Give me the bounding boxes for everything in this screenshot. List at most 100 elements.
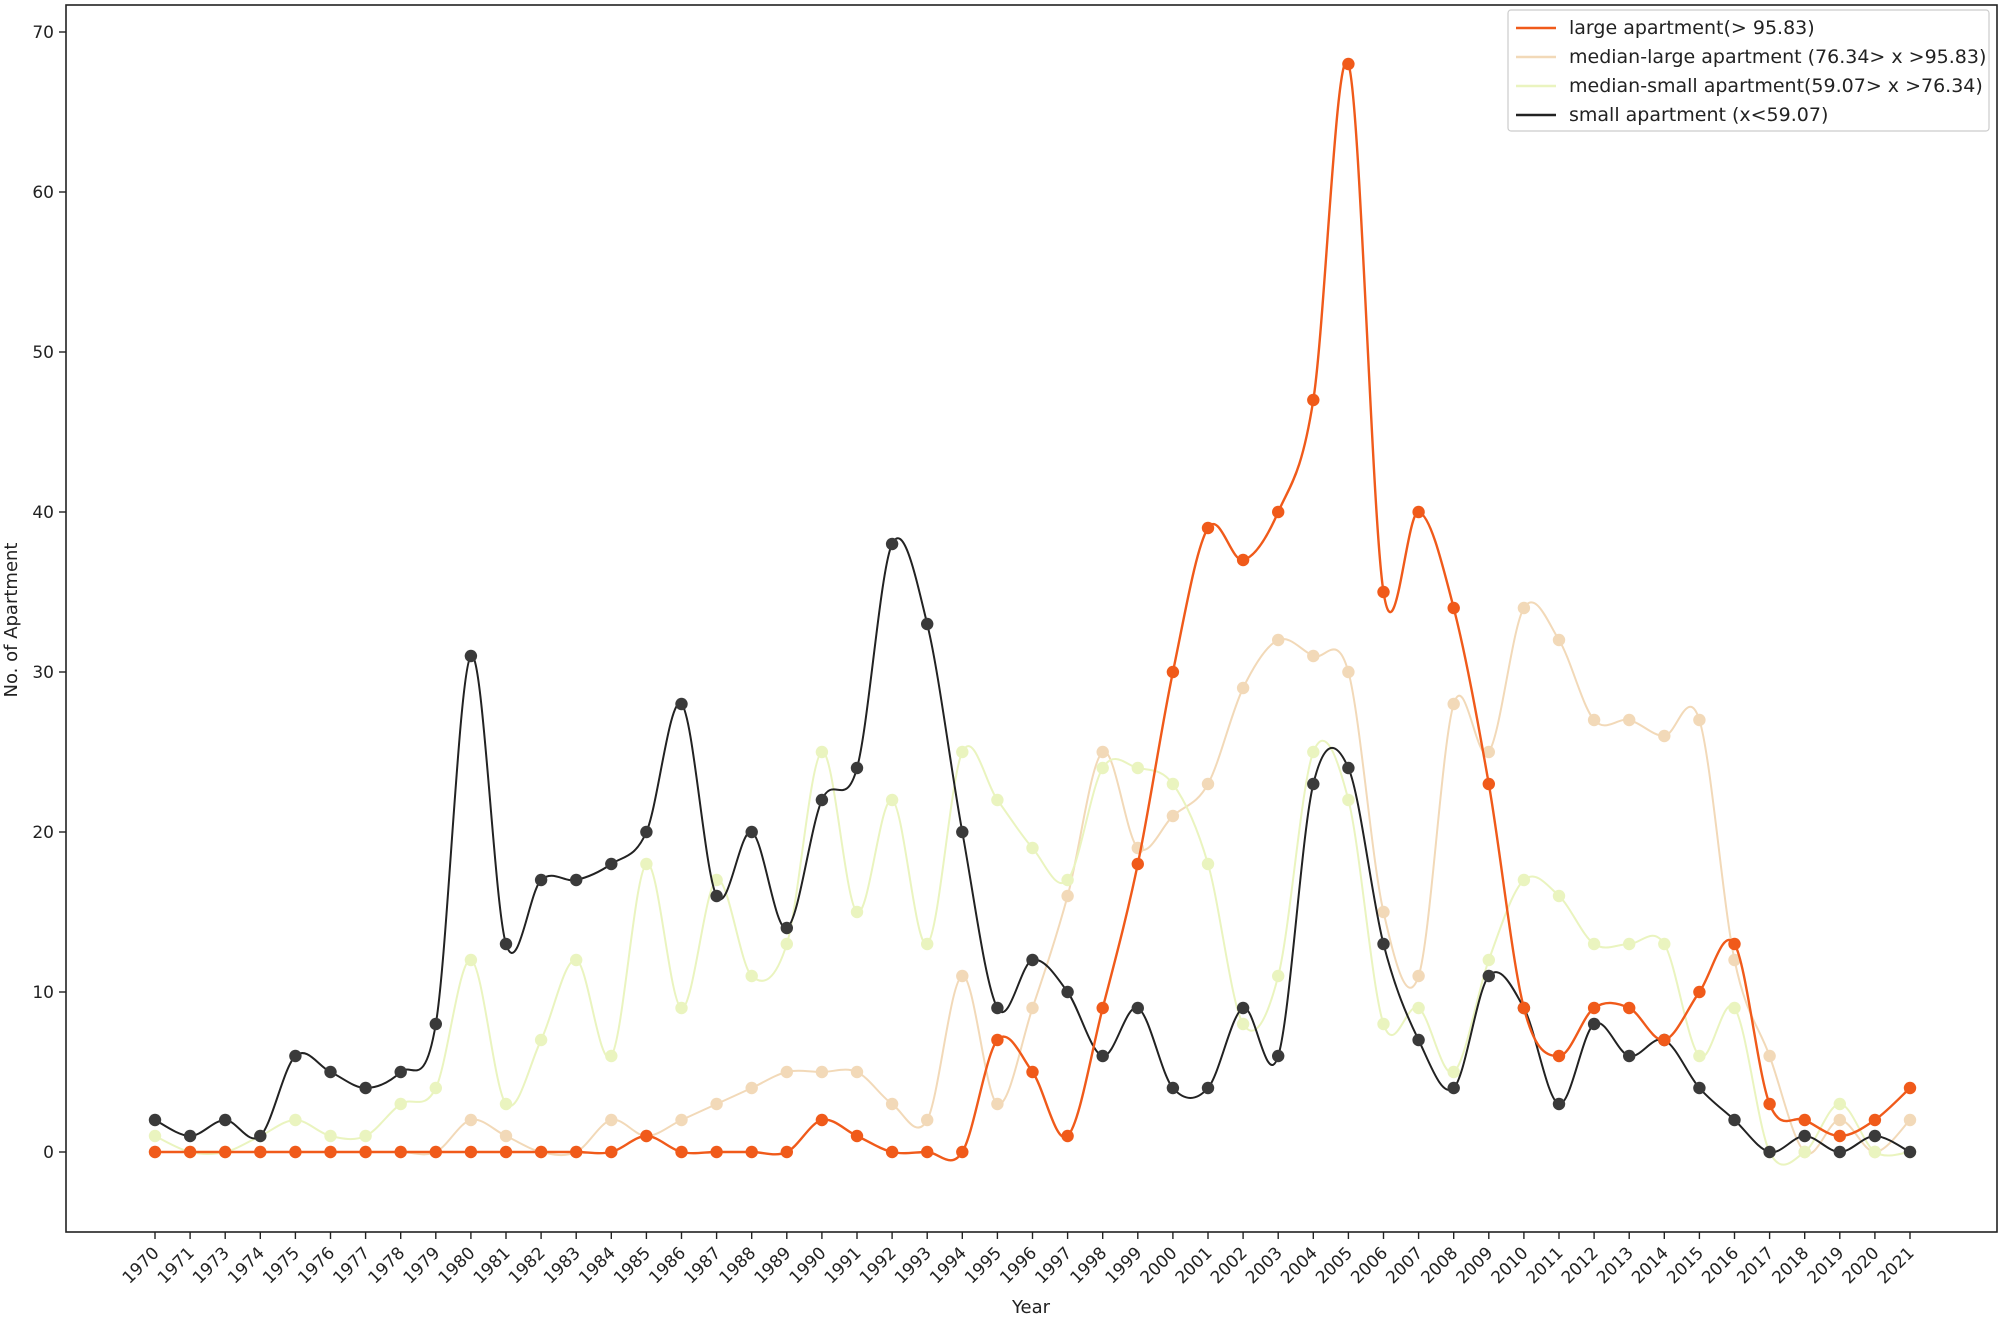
y-tick-label: 60 — [32, 183, 54, 203]
data-point — [850, 761, 864, 775]
data-point — [359, 1129, 372, 1143]
data-point — [1201, 857, 1215, 871]
data-point — [815, 1065, 829, 1079]
data-point — [675, 1113, 688, 1127]
x-tick-label: 2005 — [1312, 1243, 1357, 1288]
data-point — [1903, 1113, 1917, 1127]
data-point — [1482, 777, 1496, 791]
data-point — [956, 969, 969, 983]
data-point — [640, 1129, 653, 1143]
data-point — [570, 953, 583, 967]
data-point — [1236, 1017, 1250, 1031]
x-tick-label: 2004 — [1277, 1243, 1322, 1288]
data-point — [1412, 1001, 1425, 1015]
data-point — [1693, 1081, 1706, 1095]
x-tick-label: 1986 — [645, 1243, 690, 1288]
data-point — [1026, 953, 1039, 967]
y-tick-label: 40 — [32, 503, 54, 523]
data-point — [815, 745, 829, 759]
data-point — [745, 1145, 758, 1159]
data-point — [254, 1145, 267, 1159]
x-tick-label: 1996 — [996, 1243, 1041, 1288]
data-point — [991, 1033, 1004, 1047]
x-tick-label: 1984 — [575, 1243, 620, 1288]
data-point — [1166, 809, 1180, 823]
data-point — [675, 1145, 688, 1159]
x-tick-label: 2003 — [1242, 1243, 1287, 1288]
x-tick-label: 1975 — [259, 1243, 304, 1288]
data-point — [1061, 889, 1074, 903]
data-point — [464, 953, 478, 967]
data-point — [1482, 745, 1496, 759]
data-point — [1166, 777, 1180, 791]
data-point — [1342, 761, 1355, 775]
data-point — [1272, 633, 1285, 647]
data-point — [1552, 889, 1566, 903]
y-tick-label: 0 — [43, 1143, 54, 1163]
x-tick-label: 2019 — [1804, 1243, 1849, 1288]
x-tick-label: 1977 — [329, 1243, 374, 1288]
data-point — [183, 1129, 197, 1143]
data-point — [289, 1113, 302, 1127]
data-point — [885, 793, 899, 807]
legend-label: median-large apartment (76.34> x >95.83) — [1569, 46, 1986, 68]
data-point — [183, 1145, 197, 1159]
x-tick-label: 2018 — [1768, 1243, 1813, 1288]
data-point — [1833, 1129, 1847, 1143]
data-point — [570, 873, 583, 887]
data-point — [745, 969, 758, 983]
data-point — [1693, 1049, 1706, 1063]
data-point — [1377, 905, 1390, 919]
data-point — [464, 1145, 478, 1159]
x-tick-label: 2020 — [1839, 1243, 1884, 1288]
data-point — [1693, 985, 1706, 999]
data-point — [1623, 713, 1636, 727]
legend-label: large apartment(> 95.83) — [1569, 17, 1815, 39]
data-point — [1833, 1113, 1847, 1127]
data-point — [1903, 1081, 1917, 1095]
data-point — [815, 1113, 829, 1127]
data-point — [1447, 1081, 1460, 1095]
series-layer — [148, 57, 1917, 1166]
x-tick-label: 1983 — [540, 1243, 585, 1288]
data-point — [1587, 1001, 1601, 1015]
data-point — [1552, 1049, 1566, 1063]
data-point — [1798, 1129, 1811, 1143]
data-point — [1412, 505, 1425, 519]
data-point — [219, 1113, 232, 1127]
data-point — [1833, 1097, 1847, 1111]
data-point — [1166, 1081, 1180, 1095]
data-point — [1166, 665, 1180, 679]
data-point — [1482, 969, 1496, 983]
x-tick-label: 1995 — [961, 1243, 1006, 1288]
x-tick-label: 2013 — [1593, 1243, 1638, 1288]
data-point — [921, 1113, 934, 1127]
data-point — [1658, 1033, 1671, 1047]
data-point — [1868, 1145, 1882, 1159]
x-tick-label: 1992 — [856, 1243, 901, 1288]
data-point — [499, 1129, 513, 1143]
data-point — [991, 1001, 1004, 1015]
data-point — [1728, 953, 1741, 967]
data-point — [956, 745, 969, 759]
data-point — [1026, 1065, 1039, 1079]
data-point — [921, 1145, 934, 1159]
data-point — [815, 793, 829, 807]
data-point — [499, 937, 513, 951]
x-tick-label: 1985 — [610, 1243, 655, 1288]
x-tick-label: 1994 — [926, 1243, 971, 1288]
data-point — [1201, 1081, 1215, 1095]
data-point — [1623, 1049, 1636, 1063]
data-point — [1552, 633, 1566, 647]
data-point — [499, 1145, 513, 1159]
x-tick-label: 2015 — [1663, 1243, 1708, 1288]
x-tick-label: 2011 — [1523, 1243, 1568, 1288]
data-point — [1201, 777, 1215, 791]
data-point — [394, 1097, 407, 1111]
y-axis-label: No. of Apartment — [1, 543, 22, 698]
data-point — [464, 1113, 478, 1127]
data-point — [1868, 1113, 1882, 1127]
data-point — [745, 1081, 758, 1095]
plot-frame — [65, 4, 1998, 1233]
data-point — [710, 1145, 723, 1159]
